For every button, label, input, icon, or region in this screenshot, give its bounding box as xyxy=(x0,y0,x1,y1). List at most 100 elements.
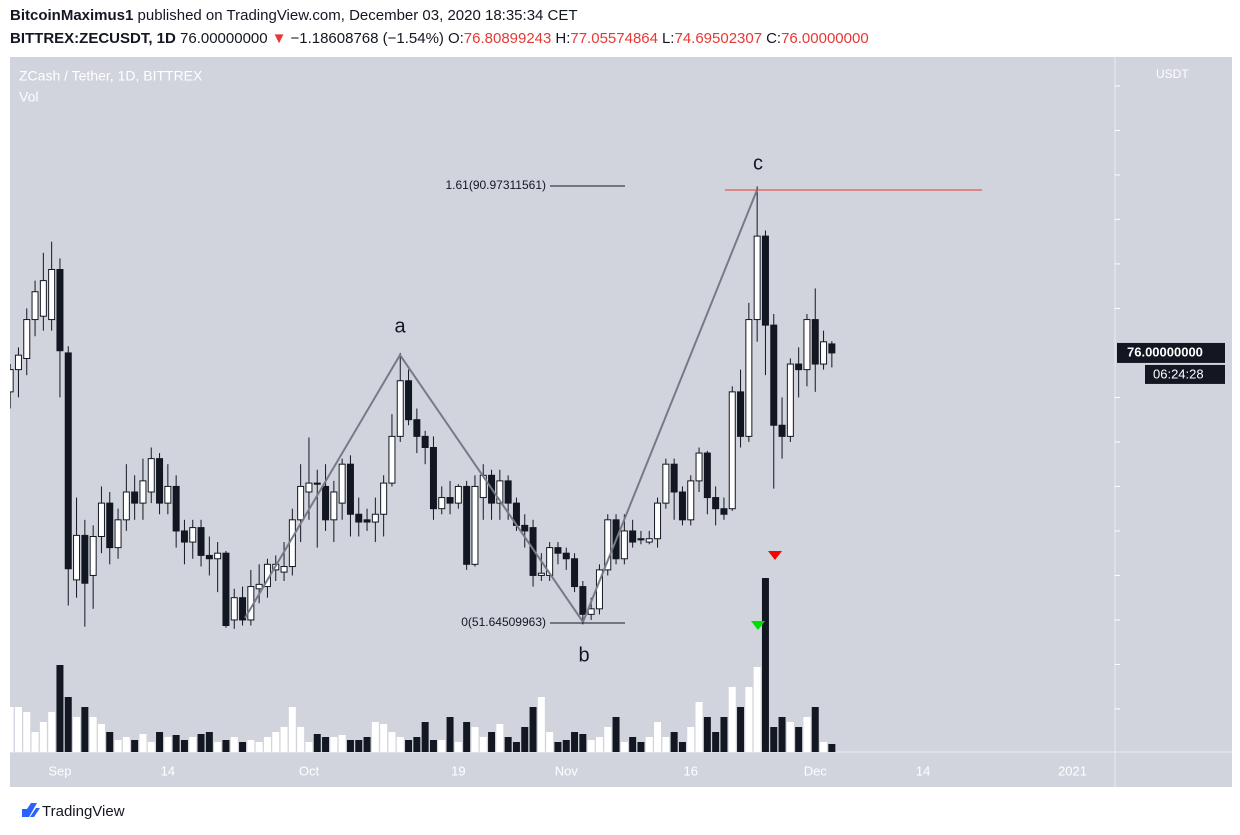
volume-layer xyxy=(10,578,836,752)
candle-body xyxy=(571,558,579,588)
footer-brand: TradingView xyxy=(42,803,125,820)
candle-body xyxy=(737,391,745,437)
volume-bar xyxy=(180,740,188,752)
volume-bar xyxy=(272,732,280,752)
volume-bar xyxy=(504,737,512,752)
candle-body xyxy=(562,552,570,560)
volume-bar xyxy=(761,578,769,752)
candle-body xyxy=(828,343,836,354)
candle-body xyxy=(380,482,388,515)
volume-bar xyxy=(23,712,31,752)
candle-body xyxy=(305,482,313,493)
candle-body xyxy=(330,491,338,521)
candle-body xyxy=(10,369,14,393)
volume-bar xyxy=(637,742,645,752)
candle-body xyxy=(703,452,711,499)
candle-body xyxy=(629,530,637,543)
zigzag xyxy=(244,189,758,625)
volume-bar xyxy=(239,742,247,752)
volume-bar xyxy=(687,727,695,752)
volume-bar xyxy=(496,724,504,752)
volume-bar xyxy=(662,737,670,752)
candle-body xyxy=(438,497,446,510)
volume-bar xyxy=(147,742,155,752)
volume-bar xyxy=(106,732,114,752)
author: BitcoinMaximus1 xyxy=(10,7,134,24)
x-tick-label: 14 xyxy=(161,763,175,778)
ohlc-value: 76.80899243 xyxy=(463,30,552,47)
annotation: b xyxy=(578,644,589,666)
candle-body xyxy=(131,491,139,504)
candle-body xyxy=(280,566,288,573)
volume-bar xyxy=(562,740,570,752)
volume-bar xyxy=(205,732,213,752)
candle-body xyxy=(64,352,72,570)
candle-body xyxy=(288,519,296,568)
volume-bar xyxy=(645,737,653,752)
candle-body xyxy=(479,474,487,499)
candle-body xyxy=(770,324,778,426)
volume-bar xyxy=(803,717,811,752)
volume-bar xyxy=(48,712,56,752)
change: −1.18608768 (−1.54%) xyxy=(290,30,444,47)
candle-body xyxy=(620,530,628,560)
volume-bar xyxy=(189,737,197,752)
volume-bar xyxy=(521,727,529,752)
volume-bar xyxy=(122,737,130,752)
candle-body xyxy=(255,583,263,590)
volume-bar xyxy=(164,737,172,752)
volume-bar xyxy=(89,717,97,752)
volume-bar xyxy=(288,707,296,752)
candle-body xyxy=(114,519,122,549)
volume-bar xyxy=(828,744,836,752)
symbol-line: BITTREX:ZECUSDT, 1D 76.00000000 ▼ −1.18608… xyxy=(10,30,877,47)
volume-bar xyxy=(712,732,720,752)
candle-body xyxy=(421,435,429,448)
volume-bar xyxy=(355,740,363,752)
candle-body xyxy=(728,391,736,510)
candle-body xyxy=(745,319,753,437)
volume-bar xyxy=(10,707,14,752)
candle-body xyxy=(89,536,97,576)
candle-body xyxy=(795,363,803,371)
candle-body xyxy=(712,497,720,510)
candle-body xyxy=(346,463,354,515)
volume-bar xyxy=(737,707,745,752)
volume-bar xyxy=(114,740,122,752)
volume-bar xyxy=(396,737,404,752)
volume-bar xyxy=(380,724,388,752)
volume-bar xyxy=(786,722,794,752)
volume-bar xyxy=(745,687,753,752)
volume-bar xyxy=(322,737,330,752)
candle-body xyxy=(31,291,39,321)
ohlc-key: H: xyxy=(555,30,571,47)
candle-body xyxy=(322,485,330,521)
volume-bar xyxy=(263,737,271,752)
volume-bar xyxy=(131,740,139,752)
chart-bg xyxy=(10,57,1232,787)
candle-body xyxy=(595,569,603,610)
volume-bar xyxy=(363,737,371,752)
volume-bar xyxy=(446,717,454,752)
candle-body xyxy=(537,572,545,576)
last: 76.00000000 xyxy=(180,30,268,47)
volume-bar xyxy=(620,742,628,752)
x-tick-label: Nov xyxy=(555,763,579,778)
x-tick-label: 19 xyxy=(451,763,465,778)
volume-bar xyxy=(338,735,346,752)
candle-body xyxy=(363,519,371,523)
x-tick-label: Dec xyxy=(804,763,828,778)
candle-body xyxy=(654,502,662,540)
volume-bar xyxy=(156,732,164,752)
volume-bar xyxy=(421,722,429,752)
candle-body xyxy=(73,534,81,581)
candle-body xyxy=(546,547,554,576)
candle-body xyxy=(189,527,197,543)
candle-body xyxy=(222,552,230,627)
volume-bar xyxy=(64,697,72,752)
candle-body xyxy=(97,502,105,538)
x-tick-label: 2021 xyxy=(1058,763,1087,778)
volume-bar xyxy=(454,742,462,752)
